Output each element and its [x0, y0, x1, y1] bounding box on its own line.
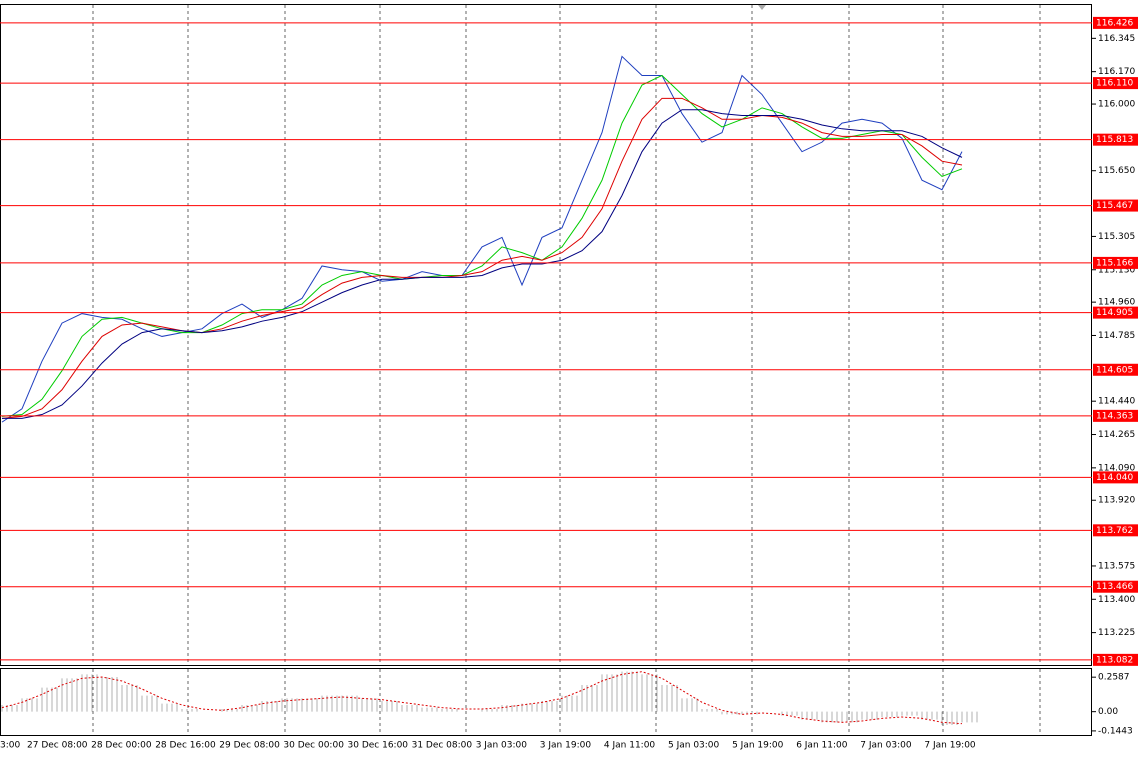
y-tick-label: 114.785 — [1098, 331, 1135, 341]
indicator-pane — [0, 668, 1092, 736]
x-tick-label: 5 Jan 19:00 — [732, 741, 784, 751]
level-label: 114.040 — [1096, 473, 1133, 483]
y-tick-label: 114.090 — [1098, 463, 1135, 473]
level-tag — [1093, 199, 1138, 212]
price-line — [1, 55, 963, 423]
level-tag — [1093, 653, 1138, 666]
level-label: 113.082 — [1096, 655, 1133, 665]
x-tick-label: 6 Jan 11:00 — [796, 741, 848, 751]
y-tick-label: 115.130 — [1098, 265, 1135, 275]
y-tick-label: 113.400 — [1098, 595, 1135, 605]
moving-average — [2, 109, 963, 419]
level-tag — [1093, 16, 1138, 29]
x-tick-label: 28 Dec 00:00 — [91, 741, 152, 751]
y-tick-label: 114.265 — [1098, 430, 1135, 440]
signal-line — [1, 671, 963, 725]
level-label: 115.813 — [1096, 135, 1133, 145]
y-tick-label: 114.440 — [1098, 397, 1135, 407]
y-tick-label: 113.575 — [1098, 561, 1135, 571]
y-tick-label: 115.650 — [1098, 166, 1135, 176]
level-label: 116.426 — [1096, 18, 1133, 28]
y-tick-label: 0.2587 — [1098, 673, 1130, 683]
level-tag — [1093, 471, 1138, 484]
x-tick-label: 31 Dec 08:00 — [412, 741, 473, 751]
main-pane — [0, 4, 1092, 666]
x-tick-label: 4 Jan 11:00 — [604, 741, 656, 751]
level-label: 114.905 — [1096, 308, 1133, 318]
level-tag — [1093, 580, 1138, 593]
moving-average — [1, 97, 963, 419]
y-tick-label: 113.225 — [1098, 628, 1135, 638]
x-tick-label: 29 Dec 08:00 — [219, 741, 280, 751]
x-tick-label: 5 Jan 03:00 — [668, 741, 720, 751]
x-tick-label: 27 Dec 08:00 — [27, 741, 88, 751]
level-label: 114.363 — [1096, 411, 1133, 421]
level-label: 113.762 — [1096, 526, 1133, 536]
level-tag — [1093, 256, 1138, 269]
level-tag — [1093, 77, 1138, 90]
x-tick-label: 28 Dec 16:00 — [155, 741, 216, 751]
x-tick-label: 7 Jan 03:00 — [860, 741, 912, 751]
y-tick-label: 113.920 — [1098, 496, 1135, 506]
x-tick-label: 3 Jan 19:00 — [540, 741, 592, 751]
shift-marker — [758, 5, 766, 10]
level-label: 114.605 — [1096, 365, 1133, 375]
y-tick-label: 114.960 — [1098, 298, 1135, 308]
x-tick-label: 7 Jan 19:00 — [924, 741, 976, 751]
x-tick-label: 3:00 — [0, 741, 20, 751]
level-tag — [1093, 306, 1138, 319]
y-tick-label: 116.170 — [1098, 67, 1135, 77]
x-tick-label: 30 Dec 00:00 — [283, 741, 344, 751]
level-label: 116.110 — [1096, 79, 1133, 89]
level-tag — [1093, 133, 1138, 146]
level-tag — [1093, 524, 1138, 537]
level-label: 115.467 — [1096, 201, 1133, 211]
y-tick-label: 115.305 — [1098, 232, 1135, 242]
y-tick-label: 116.345 — [1098, 34, 1135, 44]
level-label: 115.166 — [1096, 258, 1133, 268]
x-tick-label: 30 Dec 16:00 — [348, 741, 409, 751]
y-tick-label: 0.00 — [1098, 707, 1118, 717]
level-label: 113.466 — [1096, 582, 1133, 592]
y-tick-label: 116.000 — [1098, 100, 1135, 110]
x-tick-label: 3 Jan 03:00 — [476, 741, 528, 751]
y-tick-label: -0.1443 — [1098, 726, 1133, 736]
level-tag — [1093, 363, 1138, 376]
level-tag — [1093, 409, 1138, 422]
